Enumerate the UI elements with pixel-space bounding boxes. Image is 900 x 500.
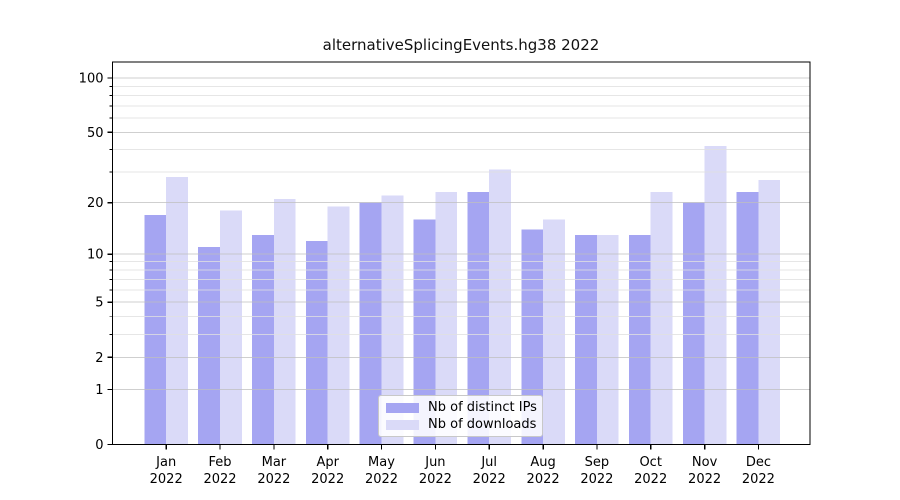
bar-mar-downloads: [273, 199, 296, 445]
x-tick-label-jul: Jul 2022: [473, 455, 506, 487]
x-tick-label-sep: Sep 2022: [580, 455, 613, 487]
bar-mar-ips: [252, 234, 274, 445]
bar-aug-downloads: [543, 219, 565, 445]
bar-jul-ips: [467, 192, 490, 445]
y-tick-label-0: 0: [95, 438, 103, 453]
bar-aug-ips: [521, 229, 544, 445]
y-tick-label-10: 10: [87, 248, 104, 263]
bar-dec-downloads: [758, 179, 781, 445]
x-tick-label-aug: Aug 2022: [527, 455, 560, 487]
bar-oct-downloads: [650, 192, 673, 445]
y-tick-label-1: 1: [95, 383, 103, 398]
x-tick-label-mar: Mar 2022: [257, 455, 290, 487]
bar-jul-downloads: [489, 169, 511, 445]
x-tick-label-jun: Jun 2022: [419, 455, 452, 487]
x-tick-label-apr: Apr 2022: [311, 455, 344, 487]
bar-apr-downloads: [327, 206, 350, 445]
plot-border: [111, 61, 811, 446]
y-tick-label-100: 100: [79, 72, 104, 87]
x-tick-label-nov: Nov 2022: [688, 455, 721, 487]
bar-may-downloads: [381, 195, 404, 445]
legend-row-downloads: Nb of downloads: [386, 417, 537, 432]
bar-nov-ips: [682, 202, 705, 445]
legend-label-downloads: Nb of downloads: [428, 417, 537, 432]
bar-dec-ips: [736, 192, 759, 445]
y-tick-label-5: 5: [95, 296, 103, 311]
x-tick-label-jan: Jan 2022: [150, 455, 183, 487]
legend-row-distinct-ips: Nb of distinct IPs: [386, 400, 537, 415]
y-tick-label-2: 2: [95, 351, 103, 366]
bar-nov-downloads: [704, 145, 727, 445]
bar-jun-ips: [413, 219, 436, 445]
bar-feb-ips: [198, 247, 220, 445]
legend: Nb of distinct IPs Nb of downloads: [378, 395, 543, 437]
x-tick-label-may: May 2022: [365, 455, 398, 487]
bar-jan-downloads: [166, 177, 188, 445]
y-tick-label-20: 20: [87, 196, 104, 211]
bar-sep-downloads: [596, 234, 619, 445]
legend-swatch-downloads: [386, 419, 419, 430]
bar-jun-downloads: [435, 192, 458, 445]
x-tick-label-feb: Feb 2022: [203, 455, 236, 487]
chart-title: alternativeSplicingEvents.hg38 2022: [322, 36, 600, 54]
bar-may-ips: [359, 202, 382, 445]
x-tick-label-oct: Oct 2022: [634, 455, 667, 487]
legend-label-distinct-ips: Nb of distinct IPs: [428, 400, 537, 415]
bar-sep-ips: [575, 234, 597, 445]
y-tick-label-50: 50: [87, 126, 104, 141]
legend-swatch-distinct-ips: [386, 402, 419, 413]
bar-feb-downloads: [220, 210, 242, 445]
bar-oct-ips: [628, 234, 651, 445]
bar-jan-ips: [144, 215, 167, 445]
bar-apr-ips: [305, 240, 328, 445]
x-tick-label-dec: Dec 2022: [742, 455, 775, 487]
